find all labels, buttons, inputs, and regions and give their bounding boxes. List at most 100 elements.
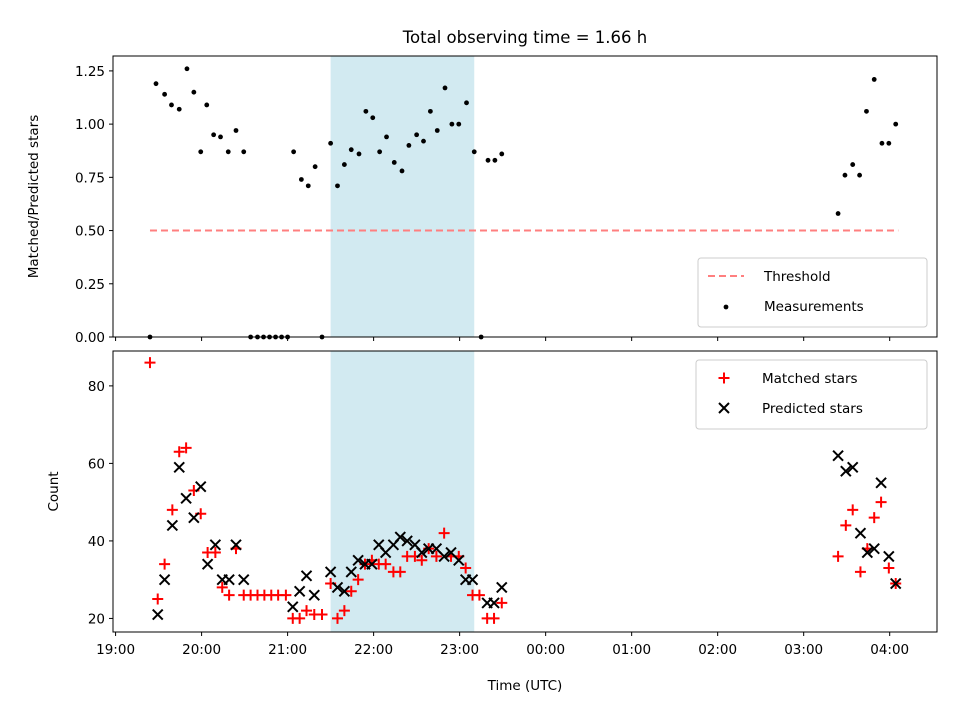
data-point	[331, 612, 343, 624]
data-point	[847, 504, 859, 516]
figure-title: Total observing time = 1.66 h	[402, 28, 647, 47]
data-point	[427, 108, 433, 114]
data-point	[328, 140, 334, 146]
x-tick-label: 02:00	[698, 642, 737, 658]
count-plot: 20 40 60 80 19:00 20:00 21:00 22:00 23:00 00:00 01…	[46, 350, 938, 694]
data-point	[488, 597, 500, 609]
data-point	[180, 492, 192, 504]
legend: Threshold Measurements	[697, 257, 928, 328]
y-tick-label: 1.25	[75, 64, 105, 80]
data-point	[473, 589, 485, 601]
data-point	[241, 149, 247, 155]
data-point	[233, 128, 239, 133]
data-point	[348, 147, 354, 153]
data-point	[184, 66, 190, 72]
legend-label: Matched stars	[762, 371, 858, 387]
data-point	[308, 589, 320, 601]
data-point	[835, 211, 841, 216]
y-tick-label: 0.50	[75, 224, 105, 240]
data-point	[173, 461, 185, 473]
data-point	[331, 581, 344, 594]
y-tick-label: 80	[88, 379, 105, 395]
data-point	[864, 108, 869, 114]
y-tick-label: 60	[88, 456, 105, 472]
data-point	[842, 172, 848, 178]
data-point	[868, 512, 880, 524]
data-point	[871, 77, 877, 82]
data-point	[875, 496, 887, 508]
data-point	[380, 558, 392, 570]
data-point	[857, 172, 862, 178]
data-point	[854, 527, 867, 539]
data-point	[832, 449, 844, 462]
data-point	[300, 570, 313, 582]
axes-frame	[112, 55, 938, 338]
data-point	[471, 149, 477, 155]
data-point	[211, 132, 217, 138]
data-point	[223, 573, 235, 586]
data-point	[230, 539, 242, 551]
series-predicted-stars	[152, 449, 902, 621]
x-tick-label: 01:00	[612, 642, 651, 658]
data-point	[377, 149, 383, 155]
data-point	[499, 151, 505, 157]
legend-label: Threshold	[763, 269, 831, 285]
data-point	[384, 134, 389, 140]
ratio-plot: 0.00 0.25 0.50 0.75 1.00 1.25 Matched/Predicte…	[26, 55, 938, 346]
data-point	[335, 183, 340, 189]
data-point	[169, 102, 174, 108]
data-point	[152, 608, 164, 621]
x-tick-label: 20:00	[182, 642, 221, 658]
data-point	[453, 554, 465, 567]
y-tick-label: 40	[88, 534, 105, 550]
data-point	[370, 115, 376, 121]
data-point	[496, 581, 508, 594]
data-point	[287, 601, 299, 613]
y-axis-label: Count	[46, 471, 62, 511]
data-point	[153, 81, 159, 87]
data-point	[464, 100, 469, 106]
data-point	[280, 589, 292, 601]
data-point	[162, 91, 168, 97]
x-tick-label: 00:00	[526, 642, 565, 658]
data-point	[438, 550, 450, 563]
data-point	[166, 519, 179, 532]
x-tick-label: 19:00	[96, 642, 135, 658]
data-point	[861, 546, 874, 559]
data-point	[176, 106, 182, 112]
data-point	[201, 558, 214, 570]
y-tick-label: 1.00	[75, 117, 105, 133]
x-tick-label: 21:00	[268, 642, 307, 658]
data-point	[401, 535, 413, 547]
data-point	[188, 511, 200, 524]
data-point	[144, 357, 156, 369]
data-point	[338, 605, 350, 617]
data-point	[434, 128, 440, 133]
y-tick-label: 0.00	[75, 330, 105, 346]
data-point	[363, 108, 369, 114]
shaded-interval	[330, 56, 475, 337]
legend-label: Measurements	[764, 299, 864, 315]
data-point	[218, 134, 223, 140]
data-point	[294, 612, 306, 624]
data-point	[356, 151, 362, 157]
data-point	[216, 581, 228, 593]
data-point	[159, 558, 171, 570]
data-point	[341, 162, 347, 167]
data-point	[366, 558, 378, 570]
data-point	[173, 446, 185, 458]
data-point	[345, 566, 357, 578]
data-point	[301, 605, 313, 617]
data-point	[421, 138, 426, 144]
data-point	[442, 85, 448, 91]
data-point	[305, 183, 311, 189]
data-point	[391, 160, 397, 165]
data-point	[223, 589, 235, 601]
data-point	[850, 162, 856, 167]
x-tick-label: 03:00	[784, 642, 823, 658]
data-point	[492, 157, 498, 163]
shaded-interval	[330, 351, 475, 632]
data-point	[238, 573, 250, 586]
data-point	[345, 585, 357, 597]
legend-box	[695, 359, 928, 430]
